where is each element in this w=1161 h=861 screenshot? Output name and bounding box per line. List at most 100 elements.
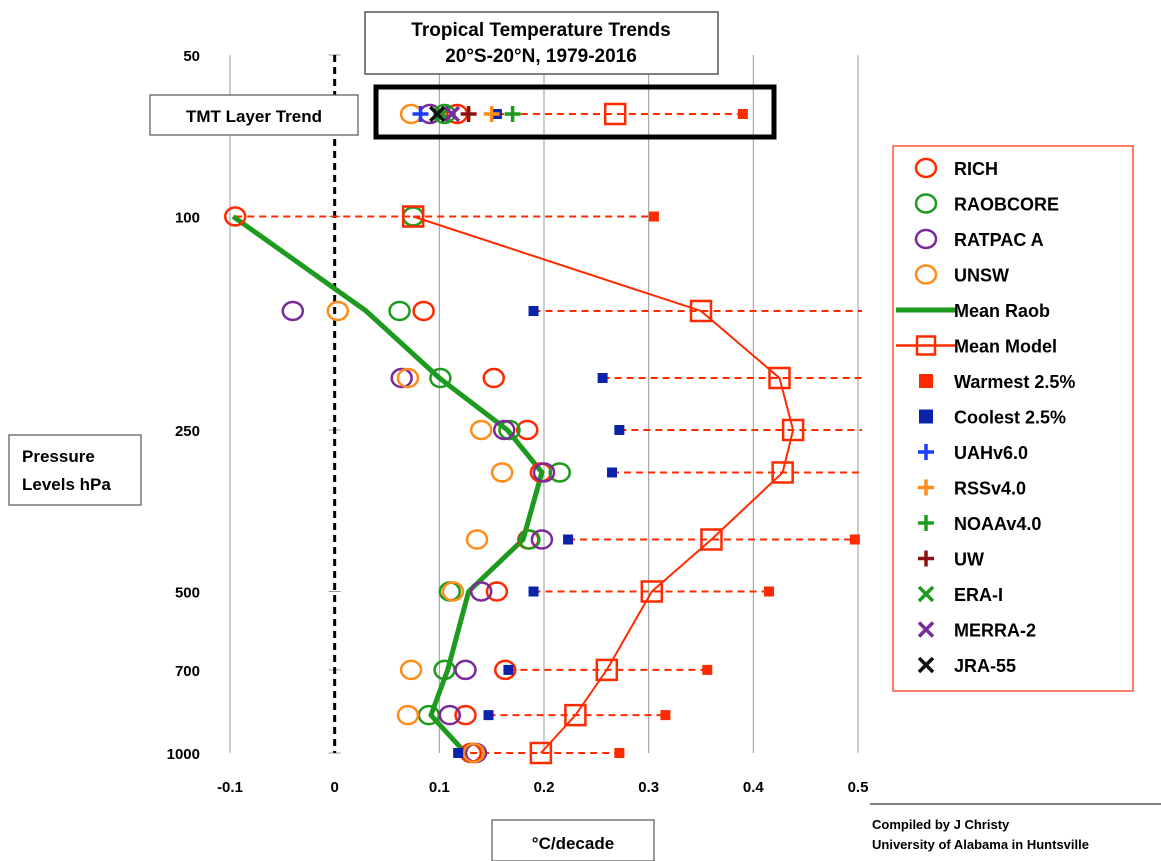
point-coolest-2-5- xyxy=(503,664,514,675)
legend-mean-model-label: Mean Model xyxy=(954,337,1057,357)
legend-coolest-2-5-: Coolest 2.5% xyxy=(919,408,1066,428)
legend-rich-marker xyxy=(914,157,938,179)
y-tick-label: 500 xyxy=(175,584,200,601)
legend-warmest-2-5--label: Warmest 2.5% xyxy=(954,372,1075,392)
y-tick-label: 100 xyxy=(175,210,200,227)
legend-noaav4-0-label: NOAAv4.0 xyxy=(954,514,1041,534)
legend-unsw-marker xyxy=(914,264,938,285)
point-coolest-2-5- xyxy=(453,748,464,758)
legend-uahv6-0: UAHv6.0 xyxy=(918,443,1028,463)
point-warmest-2-5- xyxy=(764,586,775,597)
point-raobcore xyxy=(548,462,571,483)
point-ratpac-a xyxy=(390,367,413,389)
legend-merra-2: MERRA-2 xyxy=(917,621,1036,641)
point-unsw xyxy=(396,367,420,389)
x-tick-label: 0.1 xyxy=(429,779,450,796)
ylabel-line-1: Pressure xyxy=(22,447,95,466)
point-unsw xyxy=(441,581,465,602)
tmt-rssv4-0 xyxy=(483,106,500,122)
point-coolest-2-5- xyxy=(528,305,539,316)
point-raobcore xyxy=(388,300,411,322)
y-tick-label: 1000 xyxy=(167,746,200,763)
point-mean-model xyxy=(689,299,713,323)
credit-line-2: University of Alabama in Huntsville xyxy=(872,837,1089,852)
tmt-mean-model xyxy=(603,102,627,126)
point-warmest-2-5- xyxy=(660,710,671,721)
legend-ratpac-a-marker xyxy=(914,228,938,250)
tmt-raobcore xyxy=(433,103,456,125)
point-mean-model xyxy=(529,741,553,765)
point-warmest-2-5- xyxy=(849,534,860,545)
legend-jra-55: JRA-55 xyxy=(917,656,1016,676)
ylabel-line-2: Levels hPa xyxy=(22,475,111,494)
legend-noaav4-0: NOAAv4.0 xyxy=(918,514,1041,534)
point-raobcore xyxy=(429,367,452,389)
y-tick-label: 700 xyxy=(175,663,200,680)
legend-mean-raob-label: Mean Raob xyxy=(954,301,1050,321)
tmt-jra-55 xyxy=(429,105,446,123)
grid-lines xyxy=(229,54,859,754)
legend-uw-marker xyxy=(918,550,934,567)
series-line-mean-model xyxy=(412,215,795,754)
model-range-lines xyxy=(235,215,862,754)
legend-rich-label: RICH xyxy=(954,159,998,179)
point-ratpac-a xyxy=(281,300,305,322)
legend-raobcore: RAOBCORE xyxy=(914,193,1059,215)
point-mean-model xyxy=(401,205,425,228)
legend-merra-2-marker xyxy=(917,621,935,638)
y-tick-label: 250 xyxy=(175,423,200,440)
point-warmest-2-5- xyxy=(648,211,659,222)
point-ratpac-a xyxy=(532,462,556,483)
tmt-merra-2 xyxy=(443,105,461,123)
x-tick-label: -0.1 xyxy=(217,779,243,796)
legend-uahv6-0-marker xyxy=(918,444,934,460)
point-coolest-2-5- xyxy=(563,534,574,545)
point-rich xyxy=(412,300,435,322)
tmt-label: TMT Layer Trend xyxy=(186,107,322,126)
point-mean-model xyxy=(768,366,791,390)
point-warmest-2-5- xyxy=(702,664,713,675)
legend-warmest-2-5--marker xyxy=(919,374,933,388)
legend-rssv4-0: RSSv4.0 xyxy=(918,479,1026,499)
tmt-warmest xyxy=(737,109,748,119)
point-mean-model xyxy=(640,580,664,603)
point-rich xyxy=(482,367,506,389)
x-tick-label: 0.3 xyxy=(638,779,659,796)
point-unsw xyxy=(465,529,489,550)
point-rich xyxy=(223,206,247,227)
title-box xyxy=(364,11,719,75)
chart-title-line-1: Tropical Temperature Trends xyxy=(411,20,670,41)
mean-lines xyxy=(231,214,795,755)
legend-era-i-marker xyxy=(917,585,935,603)
legend-jra-55-marker xyxy=(917,656,935,674)
legend-era-i-label: ERA-I xyxy=(954,585,1003,605)
legend-raobcore-label: RAOBCORE xyxy=(954,195,1059,215)
xlabel: °C/decade xyxy=(532,834,614,853)
point-mean-model xyxy=(700,528,723,551)
tmt-noaav4-0 xyxy=(504,106,521,122)
point-rich xyxy=(494,659,517,681)
legend: RICH RAOBCORE RATPAC A UNSW Mean Raob Mean Mo… xyxy=(896,157,1075,676)
point-mean-model xyxy=(781,418,805,442)
ylabel-box xyxy=(8,434,142,506)
legend-ratpac-a: RATPAC A xyxy=(914,228,1044,250)
point-coolest-2-5- xyxy=(614,424,625,435)
point-ratpac-a xyxy=(469,581,493,602)
legend-noaav4-0-marker xyxy=(918,515,934,531)
point-unsw xyxy=(326,300,350,322)
legend-unsw-label: UNSW xyxy=(954,266,1009,286)
legend-uahv6-0-label: UAHv6.0 xyxy=(954,443,1028,463)
point-warmest-2-5- xyxy=(614,748,625,758)
legend-rssv4-0-label: RSSv4.0 xyxy=(954,479,1026,499)
x-tick-label: 0.5 xyxy=(848,779,869,796)
credit-line-1: Compiled by J Christy xyxy=(872,817,1010,832)
legend-uw-label: UW xyxy=(954,550,984,570)
point-rich xyxy=(485,581,509,602)
point-coolest-2-5- xyxy=(597,373,608,384)
legend-mean-model: Mean Model xyxy=(896,335,1057,357)
axis-tick-labels: -0.1 0 0.1 0.2 0.3 0.4 0.5 50 100 250 500 700 1000 xyxy=(167,48,869,796)
point-ratpac-a xyxy=(454,659,477,681)
x-tick-label: 0 xyxy=(330,779,338,796)
point-raobcore xyxy=(518,529,541,550)
tmt-uw xyxy=(460,106,477,122)
